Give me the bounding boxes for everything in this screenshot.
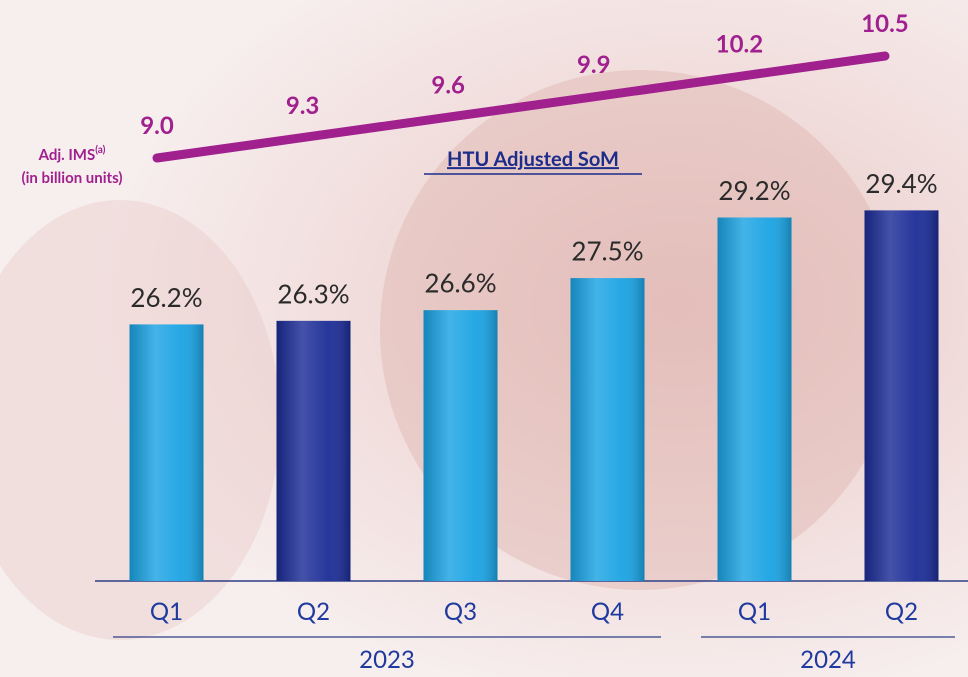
- x-tick-label: Q2: [297, 597, 330, 626]
- line-value-label: 10.5: [861, 9, 908, 38]
- line-value-label: 9.6: [431, 70, 465, 99]
- bar-shine: [571, 278, 645, 581]
- chart-title: HTU Adjusted SoM: [447, 147, 619, 171]
- year-label: 2024: [800, 645, 856, 674]
- line-label-sup: (a): [95, 144, 105, 156]
- value-label: 29.4%: [865, 167, 937, 199]
- line-label-text: Adj. IMS: [38, 146, 96, 164]
- bar-shine: [865, 210, 939, 581]
- line-value-label: 10.2: [716, 30, 763, 59]
- chart: HTU Adjusted SoM Adj. IMS(a) (in billion…: [0, 0, 968, 677]
- bar-shine: [130, 324, 204, 581]
- x-tick-label: Q4: [591, 597, 624, 626]
- x-tick-label: Q1: [738, 597, 771, 626]
- bar-shine: [718, 218, 792, 581]
- x-tick-label: Q3: [444, 597, 477, 626]
- line-value-label: 9.3: [286, 91, 320, 120]
- value-label: 26.3%: [277, 277, 349, 309]
- line-value-label: 9.9: [577, 50, 611, 79]
- page: {"chart_data": { "type": "bar", "title":…: [0, 0, 968, 677]
- value-label: 29.2%: [718, 174, 790, 206]
- value-label: 26.2%: [130, 281, 202, 313]
- value-label: 27.5%: [571, 235, 643, 267]
- year-label: 2023: [359, 645, 415, 674]
- x-tick-label: Q2: [885, 597, 918, 626]
- bar-shine: [277, 321, 351, 581]
- bar-shine: [424, 310, 498, 581]
- line-value-label: 9.0: [140, 111, 174, 140]
- x-tick-label: Q1: [150, 597, 183, 626]
- line-unit-label: (in billion units): [21, 169, 122, 187]
- value-label: 26.6%: [424, 267, 496, 299]
